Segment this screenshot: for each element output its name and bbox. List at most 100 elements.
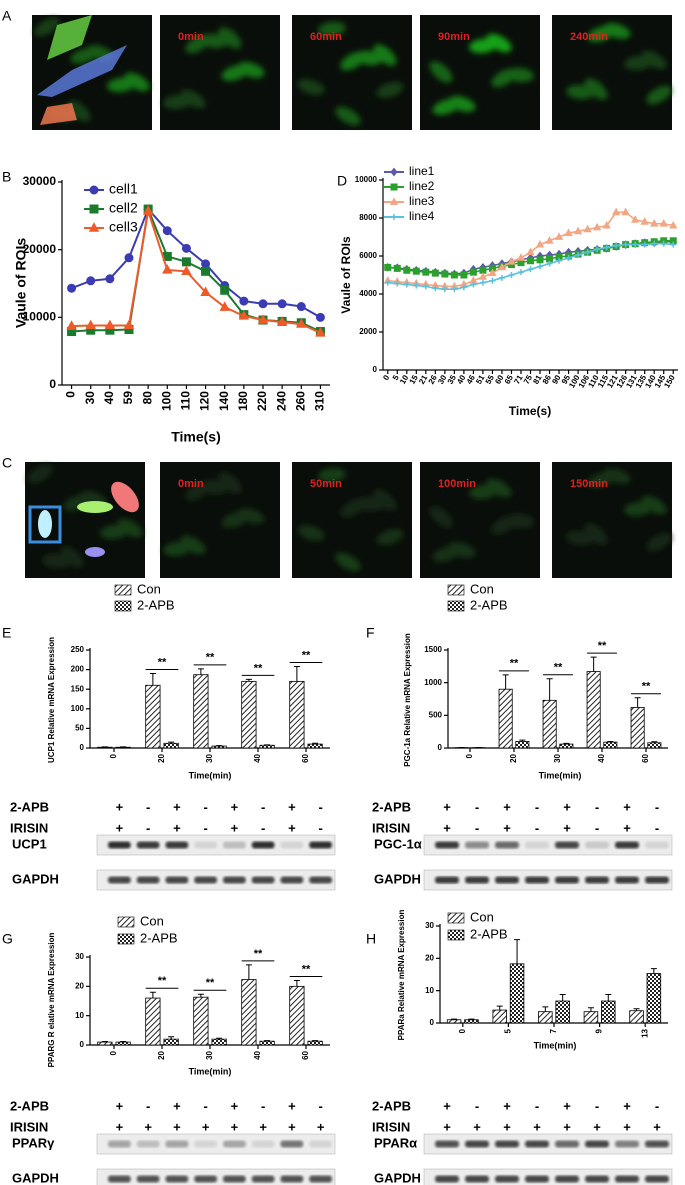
time-label: 90min: [438, 31, 470, 43]
band: [251, 1140, 275, 1148]
band: [645, 1140, 669, 1148]
row-label: 2-APB: [10, 1098, 49, 1113]
band: [495, 841, 519, 849]
bar: [193, 674, 209, 749]
band: [555, 841, 579, 849]
sign: +: [623, 1119, 631, 1134]
marker: [181, 265, 192, 276]
marker: [651, 240, 658, 247]
x-tick-label: 0: [381, 373, 391, 382]
marker: [403, 266, 411, 274]
cell: [448, 96, 476, 112]
bar: [583, 1011, 599, 1024]
marker: [517, 269, 524, 276]
marker: [390, 183, 398, 191]
y-tick-label: 30: [425, 921, 434, 930]
sign: -: [261, 1098, 265, 1113]
marker: [603, 244, 610, 251]
marker: [469, 268, 477, 276]
x-tick-label: 20: [157, 1050, 166, 1059]
cell: [180, 535, 206, 555]
sign: -: [318, 1098, 322, 1113]
row-label: IRISIN: [10, 1119, 48, 1134]
band: [223, 876, 246, 884]
error-bar: [245, 964, 252, 980]
error-bar: [312, 742, 319, 745]
error-bar: [168, 741, 175, 744]
marker: [89, 204, 99, 214]
legend-swatch: [114, 600, 132, 612]
cell: [603, 23, 631, 39]
bar: [307, 743, 323, 749]
bar: [559, 743, 574, 749]
sign: -: [655, 820, 659, 835]
marker: [239, 296, 249, 306]
cell: [124, 72, 150, 92]
marker: [220, 285, 230, 295]
sign: -: [595, 820, 599, 835]
legend-label: Con: [470, 909, 494, 924]
sign: -: [535, 1098, 539, 1113]
sign: -: [318, 820, 322, 835]
marker: [142, 205, 154, 215]
band: [194, 1175, 217, 1183]
band: [165, 1140, 189, 1148]
y-tick-label: 20: [425, 953, 434, 962]
legend-label: line3: [409, 194, 435, 208]
band: [585, 841, 609, 849]
band: [309, 876, 332, 884]
legend-label: 2-APB: [470, 597, 508, 612]
panel-letter: H: [366, 931, 376, 947]
error-bar: [245, 678, 252, 682]
band: [165, 841, 189, 849]
bar: [307, 1040, 323, 1046]
band: [108, 1140, 131, 1148]
band: [495, 1140, 519, 1148]
error-bar: [451, 1018, 458, 1020]
error-bar: [293, 979, 300, 987]
marker: [162, 264, 173, 274]
x-tick-label: 0: [458, 1028, 467, 1033]
roi: [111, 481, 139, 513]
bar: [498, 688, 513, 749]
sign: +: [503, 799, 511, 814]
error-bar: [496, 1005, 503, 1011]
sign: +: [443, 799, 451, 814]
y-tick-label: 100: [71, 704, 85, 713]
x-axis-label: Time(s): [509, 404, 551, 418]
bar: [555, 1000, 570, 1024]
y-tick-label: 6000: [359, 251, 377, 260]
legend-label: 2-APB: [137, 597, 175, 612]
marker: [181, 243, 191, 253]
y-tick-label: 250: [71, 645, 85, 654]
roi: [77, 501, 113, 513]
error-bar: [264, 1040, 271, 1042]
sign: -: [595, 799, 599, 814]
y-tick-label: 200: [71, 665, 85, 674]
band: [525, 1175, 549, 1183]
marker: [384, 279, 391, 286]
x-tick-label: 59: [121, 391, 135, 405]
x-tick-label: 60: [301, 1050, 310, 1059]
y-axis-label: PPARG R elative mRNA Expression: [47, 933, 56, 1068]
marker: [621, 207, 630, 216]
bar: [446, 1019, 462, 1024]
band: [615, 1175, 639, 1183]
marker: [478, 272, 488, 280]
x-tick-label: 220: [255, 391, 269, 411]
x-tick-label: 60: [641, 753, 650, 762]
cell: [584, 78, 608, 100]
marker: [238, 310, 250, 320]
marker: [86, 276, 96, 286]
sign: +: [259, 1119, 267, 1134]
legend-label: cell2: [109, 200, 138, 216]
legend-label: cell3: [109, 219, 138, 235]
bar: [492, 1009, 507, 1024]
cell: [641, 495, 667, 515]
sign: -: [655, 1098, 659, 1113]
sign: +: [231, 1119, 239, 1134]
bar: [586, 671, 601, 749]
sign: +: [202, 1119, 210, 1134]
sign: +: [563, 799, 571, 814]
legend-swatch: [117, 916, 135, 928]
